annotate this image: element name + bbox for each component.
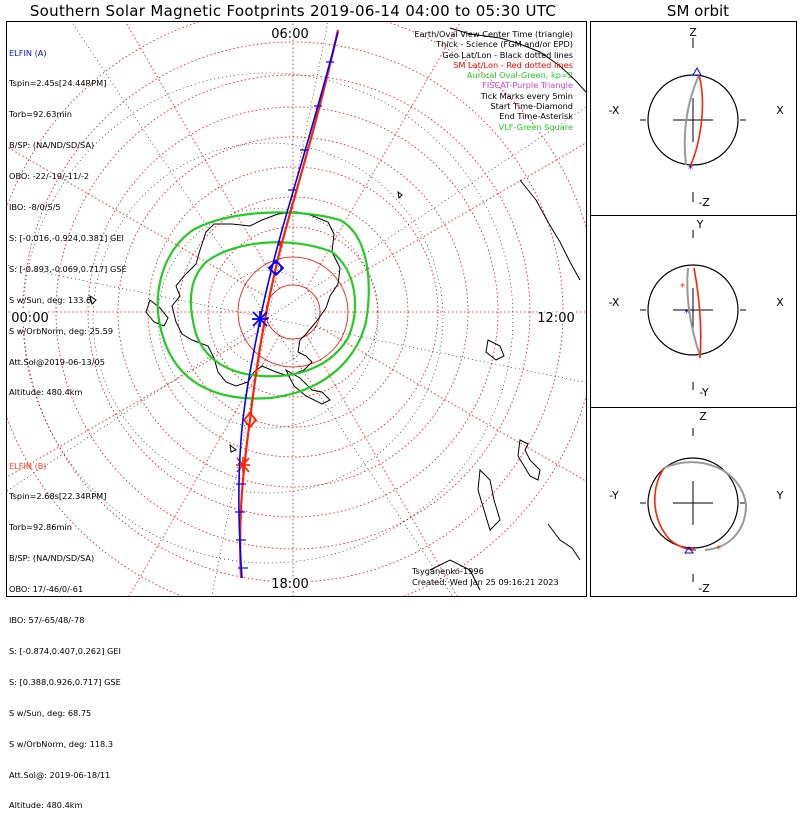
legend-item: FISCAT-Purple Triangle [482,80,573,91]
sm-longitude-line [7,146,270,299]
geo-longitude-line [267,317,453,596]
legend-item: Thick - Science (FGM and/or EPD) [436,39,573,50]
elfin-a-line: Altitude: 480.4km [9,387,83,398]
elfin-b-track [236,29,340,579]
orbit3-left-label: -Y [609,489,619,502]
elfin-a-line: IBO: -8/0/5/5 [9,202,61,213]
geo-grid [7,22,586,596]
sm-longitude-line [125,22,280,289]
model-name: Tsyganenko-1996 [412,566,484,576]
orbit2-top-label: Y [696,218,704,231]
svg-text:*: * [684,308,689,319]
legend: Earth/Oval View Center Time (triangle) T… [414,29,573,132]
created-timestamp: Created: Wed Jan 25 09:16:21 2023 [412,577,559,587]
sm-grid [7,22,586,596]
sm-latitude-circle [87,106,499,518]
sm-longitude-line [306,22,461,289]
orbit-panel-xz: * Z -Z -X X [609,26,785,209]
elfin-b-info: ELFIN (B) Tspin=2.68s[22.34RPM] Torb=92.… [9,440,121,821]
sm-longitude-line [316,325,586,482]
orbit2-right-label: X [776,296,784,309]
svg-text:*: * [716,544,721,555]
sm-latitude-circle [265,284,321,340]
elfin-b-line: S: [0.388,0.926,0.717] GSE [9,676,121,687]
elfin-b-line: Altitude: 480.4km [9,800,83,811]
legend-item: End Time-Asterisk [499,111,573,122]
orbit1-bottom-label: -Z [698,196,710,209]
geo-latitude-circle [219,269,317,367]
legend-item: Earth/Oval View Center Time (triangle) [414,29,573,39]
elfin-b-line: S w/Sun, deg: 68.75 [9,707,92,718]
plot-canvas: 06:00 00:00 12:00 18:00 * Z -Z -X X * [6,21,797,597]
elfin-a-line: S w/OrbNorm, deg: 25.59 [9,325,114,336]
sm-latitude-circle [147,166,439,458]
orbit2-bottom-label: -Y [699,386,709,399]
legend-item: Start Time-Diamond [490,101,573,112]
orbit1-top-label: Z [689,26,697,39]
elfin-a-line: Tspin=2.45s[24.44RPM] [9,78,107,89]
elfin-b-line: Tspin=2.68s[22.34RPM] [9,491,107,502]
orbit-panel-title: SM orbit [666,2,730,20]
orbit3-bottom-label: -Z [698,582,710,595]
geo-latitude-circle [157,207,379,429]
main-title: Southern Solar Magnetic Footprints 2019-… [29,2,557,20]
orbit3-right-label: Y [776,489,784,502]
elfin-b-name: ELFIN (B) [9,460,47,471]
elfin-b-line: S: [-0.874,0.407,0.262] GEI [9,645,121,656]
elfin-a-line: S: [-0.893,-0.069,0.717] GSE [9,263,127,274]
geo-longitude-line [211,317,269,596]
elfin-a-line: Att.Sol@2019-06-13/05 [9,356,105,367]
mlt-label-top: 06:00 [271,27,308,42]
sm-latitude-circle [55,74,531,550]
orbit2-left-label: -X [609,296,620,309]
map-frame [6,21,587,597]
sm-latitude-circle [22,41,564,583]
elfin-b-line: OBO: 17/-46/0/-61 [9,584,84,595]
elfin-a-line: OBO: -22/-19/-11/-2 [9,171,90,182]
geo-latitude-circle [92,142,444,494]
elfin-a-line: B/SP: (NA/ND/SD/SA) [9,140,95,151]
elfin-b-line: Torb=92.86min [9,522,72,533]
legend-item: Tick Marks every 5min [480,90,573,101]
mlt-label-left: 00:00 [11,311,48,326]
legend-item: Auroral Oval-Green, kp=2 [466,70,573,81]
elfin-a-track [235,31,339,579]
elfin-b-line: IBO: 57/-65/48/-78 [9,615,85,626]
elfin-b-line: S w/OrbNorm, deg: 118.3 [9,738,114,749]
auroral-oval [156,211,370,400]
legend-item: VLF-Green Square [498,121,573,132]
elfin-b-line: B/SP: (NA/ND/SD/SA) [9,553,95,564]
svg-text:*: * [680,282,685,293]
orbit-panel-yz: * Z -Z -Y Y [609,410,783,595]
elfin-a-line: S: [-0.016,-0.924,0.381] GEI [9,232,124,243]
geo-latitude-circle [22,72,514,564]
orbit-frame [590,21,797,597]
elfin-b-line: Att.Sol@: 2019-06-18/11 [9,769,111,780]
sm-longitude-line [306,335,458,596]
elfin-a-line: Torb=92.63min [9,109,72,120]
svg-text:*: * [688,164,693,175]
elfin-a-info: ELFIN (A) Tspin=2.45s[24.44RPM] Torb=92.… [9,27,127,408]
orbit1-right-label: X [776,104,784,117]
footer: Tsyganenko-1996 Created: Wed Jan 25 09:1… [412,566,559,588]
elfin-a-name: ELFIN (A) [9,47,47,58]
mlt-labels: 06:00 00:00 12:00 18:00 [10,26,576,594]
elfin-a-line: S w/Sun, deg: 133.6 [9,294,92,305]
orbit3-top-label: Z [699,410,707,423]
orbit-panel-xy: * * Y -Y -X X [609,218,785,399]
legend-item: SM Lat/Lon - Red dotted lines [453,59,573,70]
legend-item: Geo Lat/Lon - Black dotted lines [442,49,573,60]
mlt-label-right: 12:00 [537,311,574,326]
orbit1-left-label: -X [609,104,620,117]
sm-longitude-line [316,142,586,299]
mlt-label-bottom: 18:00 [271,577,308,592]
